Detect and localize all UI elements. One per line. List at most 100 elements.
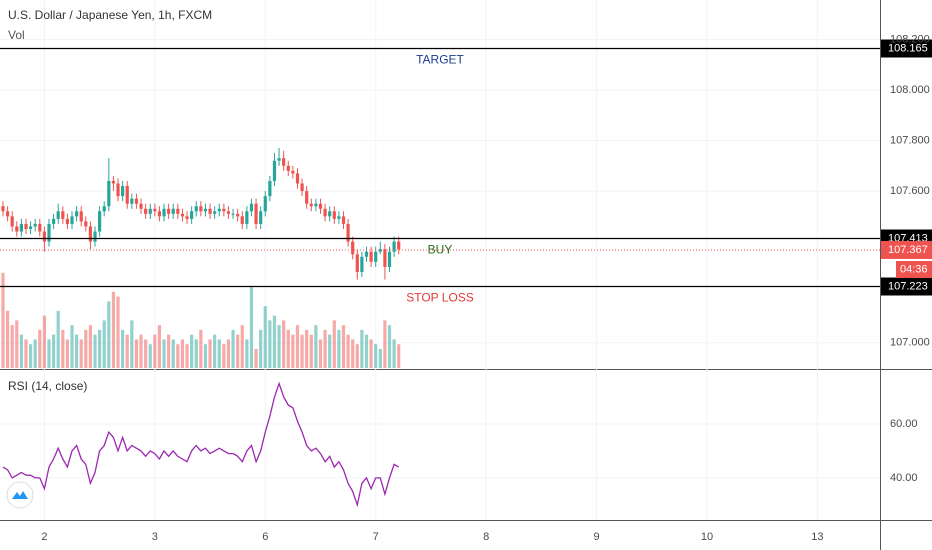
candle-body [208, 208, 212, 214]
candle-body [167, 208, 171, 214]
volume-bar [286, 329, 290, 368]
logo[interactable] [6, 481, 34, 509]
grid [0, 0, 880, 520]
volume-bar [79, 339, 83, 368]
volume-bar [309, 334, 313, 368]
volume-bar [300, 334, 304, 368]
candle-body [157, 211, 162, 217]
y-tick-label: 107.800 [890, 134, 930, 146]
level-price-box [881, 39, 932, 58]
x-tick-label: 6 [262, 531, 268, 543]
candle-body [369, 251, 373, 262]
candle-body [199, 206, 203, 212]
y-tick-label: 107.600 [890, 185, 930, 197]
volume-bar [240, 325, 244, 368]
volume-bar [254, 348, 258, 368]
volume-bar [24, 339, 28, 368]
volume-bar [56, 310, 60, 368]
candle-body [341, 216, 346, 224]
logo-circle[interactable] [6, 481, 34, 509]
volume-bar [263, 306, 267, 368]
candle-body [295, 173, 300, 184]
volume-bar [231, 329, 235, 368]
candle-body [84, 221, 88, 227]
candle-body [139, 203, 143, 209]
level-name: TARGET [416, 53, 464, 67]
candle-body [323, 208, 327, 217]
rsi-title: RSI (14, close) [8, 379, 87, 393]
volume-bar [171, 339, 175, 368]
volume-bar [378, 348, 382, 368]
rsi-tick-label: 40.00 [890, 472, 918, 484]
volume-bar [314, 325, 318, 368]
x-tick-label: 8 [483, 531, 489, 543]
x-tick-label: 2 [41, 531, 47, 543]
level-name: STOP LOSS [406, 291, 474, 305]
candle-body [328, 211, 332, 217]
candle-body [38, 223, 42, 232]
candle-body [28, 226, 33, 229]
candle-body [70, 216, 74, 224]
candle-body [309, 203, 313, 207]
volume-bar [341, 325, 346, 368]
candle-body [1, 206, 5, 212]
volume-bar [125, 334, 129, 368]
volume-bar [277, 325, 281, 368]
candle-body [355, 254, 359, 272]
candle-body [194, 206, 198, 212]
volume-bar [52, 334, 56, 368]
candle-body [190, 211, 194, 219]
candle-body [383, 249, 387, 267]
volume-bar [190, 334, 194, 368]
last-price-box [881, 240, 932, 259]
volume-bar [162, 339, 166, 368]
volume-bar [369, 339, 373, 368]
level-price-box [881, 277, 932, 296]
candle-body [121, 186, 125, 197]
candle-body [153, 208, 157, 212]
volume-bar [323, 329, 327, 368]
volume-bar [332, 320, 336, 368]
volume-bar [268, 320, 272, 368]
countdown-box [896, 260, 932, 278]
volume-bar [38, 329, 42, 368]
volume-bar [291, 334, 295, 368]
volume-bar [15, 320, 19, 368]
x-tick-label: 13 [811, 531, 823, 543]
candle-body [387, 251, 392, 267]
volume-bar [374, 344, 378, 368]
candle-body [259, 211, 263, 224]
candle-body [10, 216, 14, 227]
volume-bar [397, 344, 401, 368]
x-tick-label: 9 [593, 531, 599, 543]
volume-bar [355, 344, 359, 368]
volume-bar [148, 344, 152, 368]
candle-body [231, 213, 235, 215]
candle-body [360, 256, 364, 272]
volume-bar [364, 334, 369, 368]
candle-body [125, 186, 129, 204]
volume-bar [180, 339, 185, 368]
volume-bar [249, 287, 254, 368]
candle-body [75, 211, 79, 217]
level-price: 107.223 [888, 280, 928, 292]
x-tick-label: 3 [152, 531, 158, 543]
volume-bar [185, 344, 189, 368]
candle-body [176, 208, 180, 214]
volume-bar [167, 334, 171, 368]
volume-bar [245, 339, 249, 368]
candle-body [346, 223, 350, 242]
candle-body [107, 180, 111, 207]
candle-body [364, 251, 369, 257]
volume-bar [259, 329, 263, 368]
candle-body [286, 165, 290, 171]
volume-bar [47, 339, 51, 368]
candle-body [47, 223, 51, 242]
volume-bars [1, 272, 401, 368]
candle-body [42, 231, 47, 242]
logo-mark[interactable] [12, 491, 28, 499]
candle-body [102, 206, 106, 212]
candle-body [397, 241, 401, 250]
candle-body [98, 211, 102, 232]
volume-bar [337, 329, 341, 368]
